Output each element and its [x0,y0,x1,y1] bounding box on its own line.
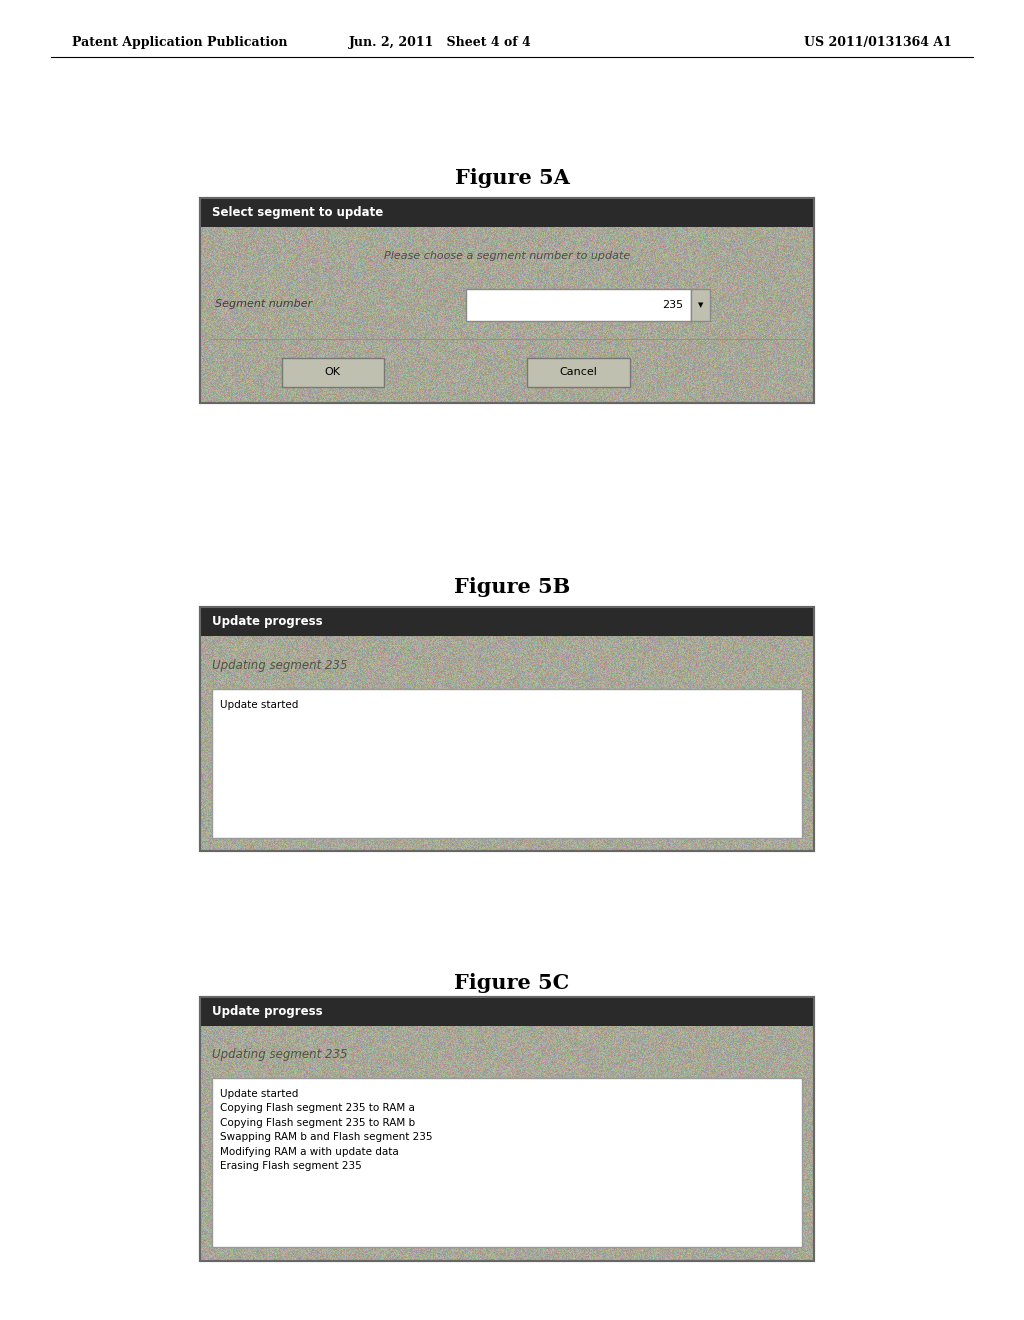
Text: Update started
Copying Flash segment 235 to RAM a
Copying Flash segment 235 to R: Update started Copying Flash segment 235… [220,1089,433,1171]
Text: OK: OK [325,367,341,378]
Text: Figure 5C: Figure 5C [455,973,569,994]
FancyBboxPatch shape [200,607,814,636]
FancyBboxPatch shape [466,289,691,321]
Text: Select segment to update: Select segment to update [212,206,383,219]
FancyBboxPatch shape [527,358,630,387]
Text: ▼: ▼ [697,302,703,308]
FancyBboxPatch shape [200,198,814,227]
Text: Please choose a segment number to update: Please choose a segment number to update [384,251,630,261]
Text: Patent Application Publication: Patent Application Publication [72,36,287,49]
Text: Segment number: Segment number [215,298,312,309]
FancyBboxPatch shape [200,997,814,1026]
Text: Updating segment 235: Updating segment 235 [212,1048,347,1061]
Text: 235: 235 [662,300,683,310]
Text: Updating segment 235: Updating segment 235 [212,659,347,672]
Text: Update progress: Update progress [212,1005,323,1018]
Text: Figure 5B: Figure 5B [454,577,570,598]
FancyBboxPatch shape [212,689,802,838]
FancyBboxPatch shape [282,358,384,387]
Text: US 2011/0131364 A1: US 2011/0131364 A1 [805,36,952,49]
Text: Update progress: Update progress [212,615,323,628]
Text: Update started: Update started [220,700,299,710]
Text: Jun. 2, 2011   Sheet 4 of 4: Jun. 2, 2011 Sheet 4 of 4 [349,36,531,49]
FancyBboxPatch shape [691,289,710,321]
Text: Cancel: Cancel [560,367,597,378]
Text: Figure 5A: Figure 5A [455,168,569,189]
FancyBboxPatch shape [212,1078,802,1247]
